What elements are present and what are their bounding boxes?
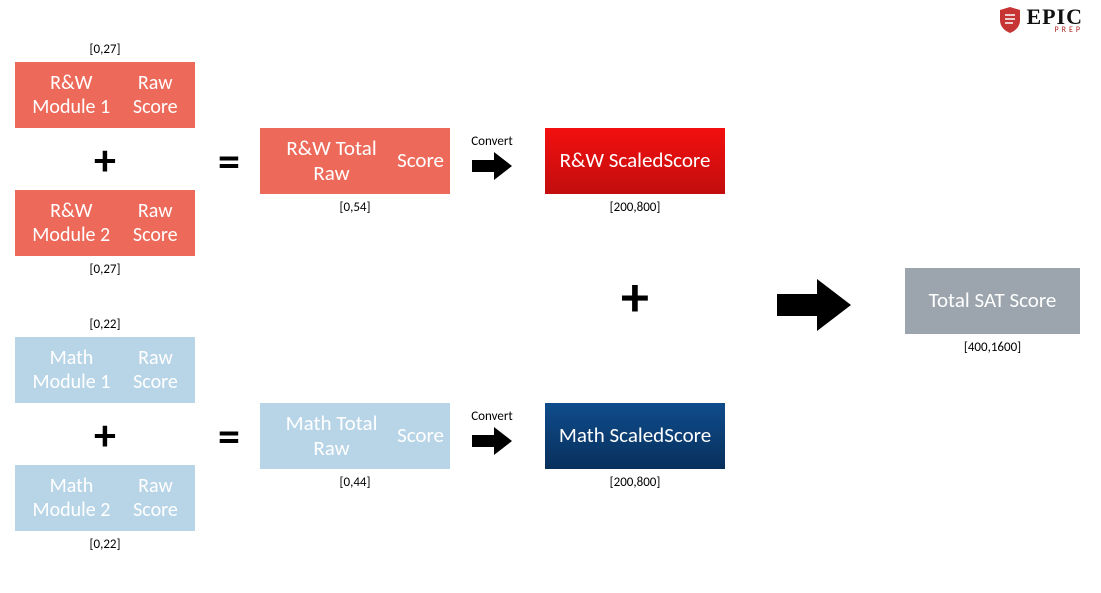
rw-module-2-box: R&W Module 2Raw Score [15, 190, 195, 256]
convert-arrow-math: Convert [470, 409, 514, 458]
sum-arrow [775, 276, 853, 339]
rw-total-raw-box: R&W Total RawScore [260, 128, 450, 194]
brand-logo: EPIC PREP [998, 6, 1083, 34]
convert-label-math: Convert [471, 409, 513, 424]
equals-math: = [207, 414, 251, 458]
rw-total-range: [0,54] [260, 200, 450, 215]
plus-rw: + [15, 140, 195, 180]
rw-mod1-range: [0,27] [15, 42, 195, 57]
shield-icon [998, 6, 1022, 34]
equals-rw: = [207, 139, 251, 183]
plus-scaled: + [545, 268, 725, 328]
math-module-1-box: Math Module 1Raw Score [15, 337, 195, 403]
total-sat-range: [400,1600] [905, 340, 1080, 355]
total-sat-score-box: Total SAT Score [905, 268, 1080, 334]
math-total-raw-box: Math Total RawScore [260, 403, 450, 469]
math-mod2-range: [0,22] [15, 537, 195, 552]
plus-math: + [15, 415, 195, 455]
convert-label-rw: Convert [471, 134, 513, 149]
rw-scaled-score-box: R&W ScaledScore [545, 128, 725, 194]
arrow-right-icon [470, 149, 514, 183]
math-scaled-score-box: Math ScaledScore [545, 403, 725, 469]
math-total-range: [0,44] [260, 475, 450, 490]
logo-sub: PREP [1054, 26, 1083, 34]
convert-arrow-rw: Convert [470, 134, 514, 183]
rw-mod2-range: [0,27] [15, 262, 195, 277]
rw-scaled-range: [200,800] [545, 200, 725, 215]
rw-module-1-box: R&W Module 1Raw Score [15, 62, 195, 128]
math-scaled-range: [200,800] [545, 475, 725, 490]
arrow-right-icon [470, 424, 514, 458]
math-mod1-range: [0,22] [15, 317, 195, 332]
math-module-2-box: Math Module 2Raw Score [15, 465, 195, 531]
arrow-right-icon [775, 276, 853, 334]
